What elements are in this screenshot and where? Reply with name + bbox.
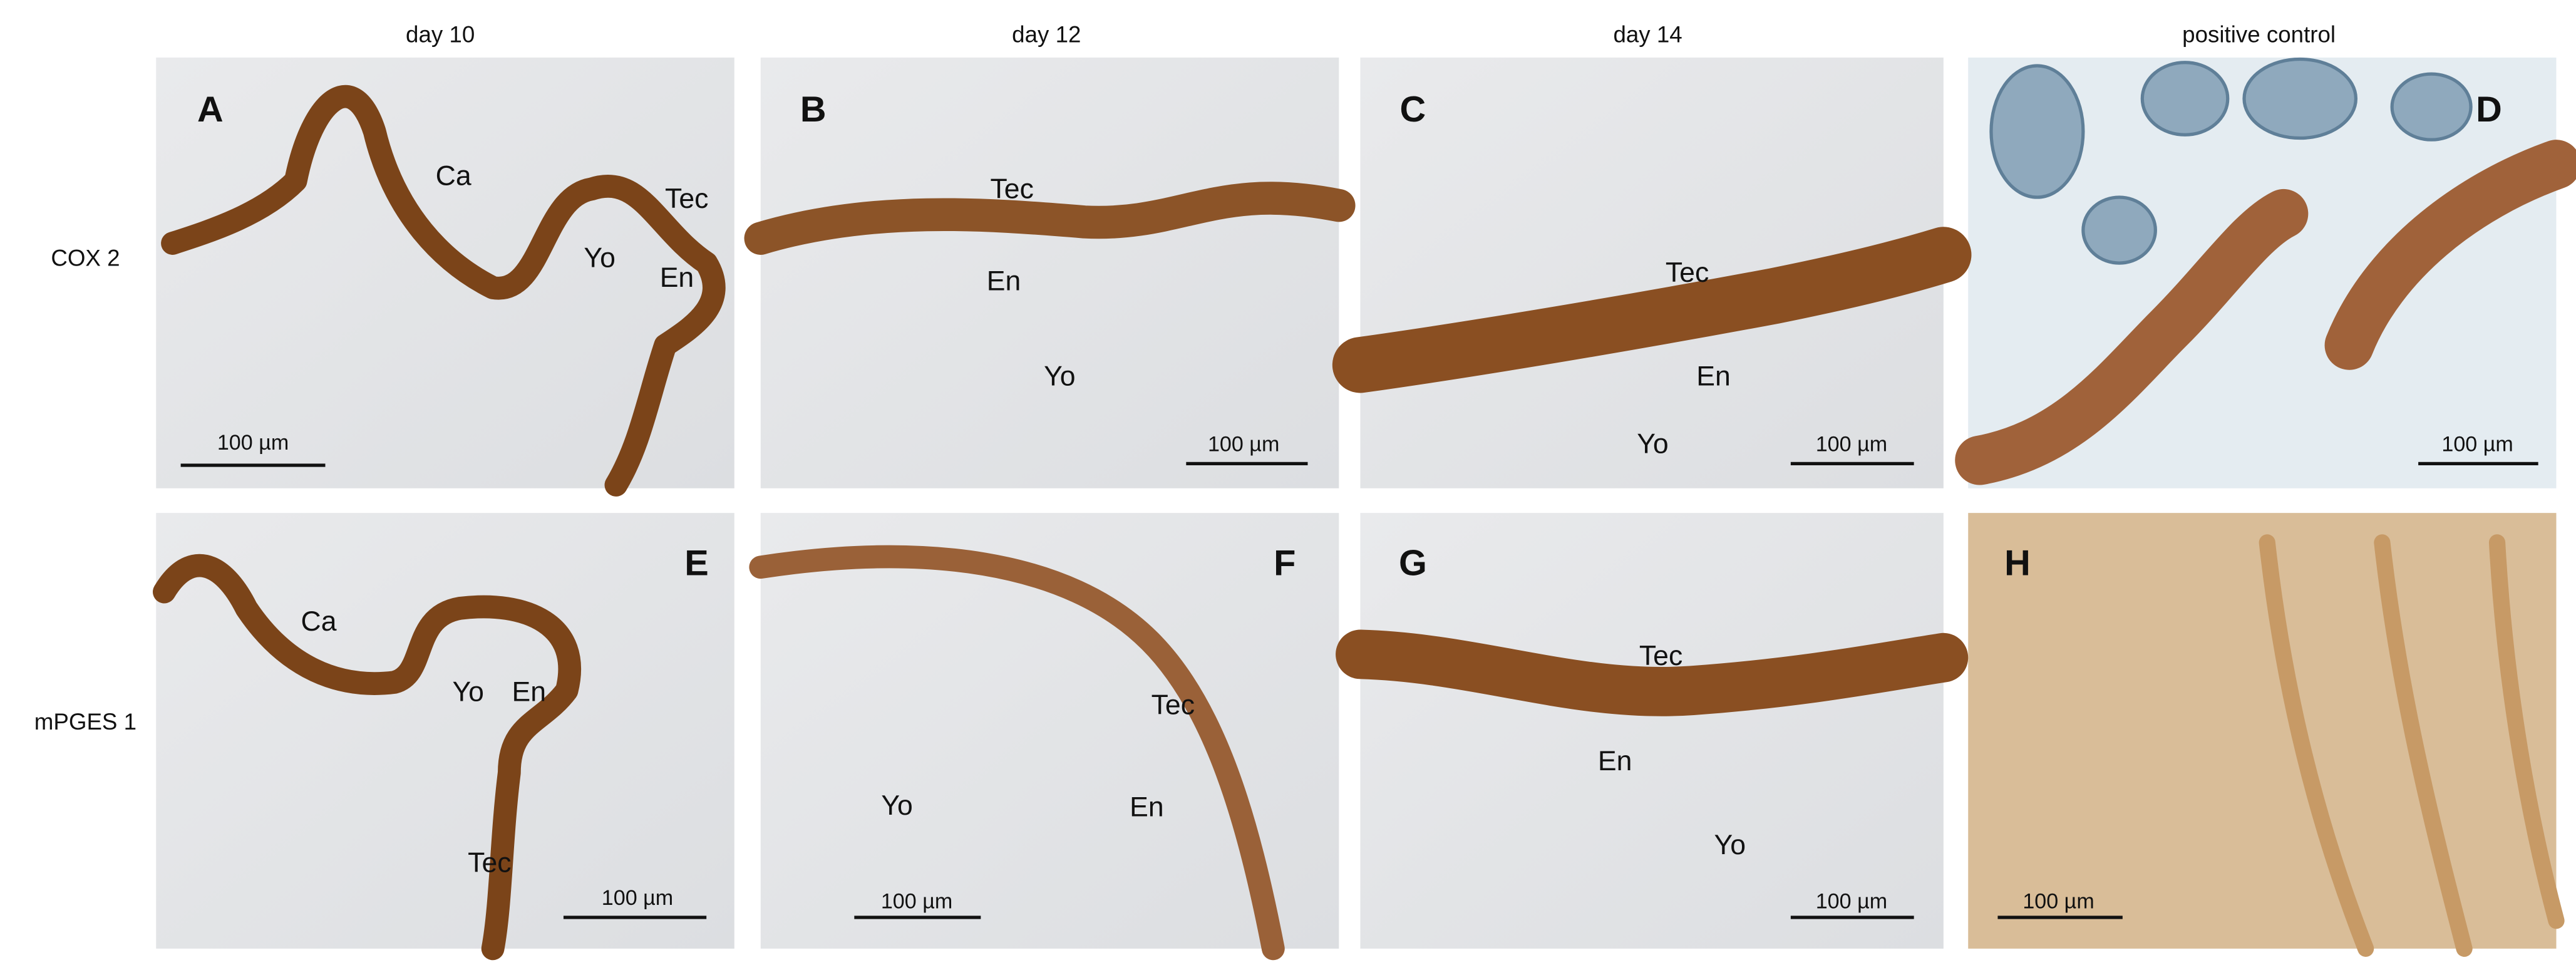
column-header: day 12 xyxy=(1012,21,1081,47)
tissue-a xyxy=(161,85,726,497)
column-header: day 10 xyxy=(406,21,475,47)
panel-letter: B xyxy=(800,90,827,130)
tissue-b xyxy=(744,182,1356,255)
scale-bar-label: 100 µm xyxy=(1816,432,1887,456)
tissue-label: En xyxy=(1130,792,1164,822)
tissue-label: En xyxy=(660,262,694,293)
scale-bar-label: 100 µm xyxy=(2441,432,2513,456)
tissue-label: Ca xyxy=(301,606,336,637)
labels: day 10 day 12 day 14 positive control COX 2 m… xyxy=(34,21,2538,919)
tissue-label: Yo xyxy=(881,790,912,821)
panel-h xyxy=(1968,513,2557,949)
tissue-c xyxy=(1332,227,1972,393)
tissue-label: En xyxy=(512,677,547,708)
tissue-e xyxy=(153,554,582,961)
panel-letter: D xyxy=(2476,90,2502,130)
panel-e xyxy=(156,513,734,949)
scale-bar-label: 100 µm xyxy=(881,889,952,913)
tissue-d xyxy=(1955,140,2576,485)
panel-b xyxy=(760,57,1339,488)
tissue-label: Tec xyxy=(468,848,511,879)
scale-bar-label: 100 µm xyxy=(1816,889,1887,913)
tissue-label: Tec xyxy=(991,173,1034,204)
panel-letter: G xyxy=(1399,543,1427,583)
tissue-g xyxy=(1336,629,1969,716)
tissue-f xyxy=(749,545,1285,961)
tissue-label: Yo xyxy=(1637,428,1668,459)
tissue-label: Tec xyxy=(1639,641,1682,671)
panel-letter: H xyxy=(2004,543,2031,583)
row-label: mPGES 1 xyxy=(34,709,137,735)
tissue-label: Tec xyxy=(1151,690,1195,721)
tissue-label: Yo xyxy=(453,677,484,708)
tissue xyxy=(153,57,2576,961)
tissue-h xyxy=(2259,534,2565,957)
scale-bar-label: 100 µm xyxy=(602,886,673,910)
tissue-label: En xyxy=(987,266,1021,296)
tissue-label: Yo xyxy=(584,243,615,274)
tissue-label: En xyxy=(1696,361,1731,392)
scale-bar-label: 100 µm xyxy=(1208,432,1279,456)
row-label: COX 2 xyxy=(51,245,120,271)
tissue-label: Tec xyxy=(1666,257,1709,288)
panel-letter: A xyxy=(197,90,224,130)
glands-d xyxy=(1989,57,2473,265)
column-header: day 14 xyxy=(1613,21,1682,47)
tissue-label: Tec xyxy=(665,183,708,214)
panel-letter: E xyxy=(684,543,709,583)
panel-letter: F xyxy=(1274,543,1296,583)
tissue-label: En xyxy=(1598,746,1632,777)
scale-bar-label: 100 µm xyxy=(217,431,289,455)
panel-g xyxy=(1360,513,1944,949)
panel-letter: C xyxy=(1400,90,1426,130)
tissue-label: Yo xyxy=(1714,830,1746,860)
column-header: positive control xyxy=(2182,21,2336,47)
tissue-label: Yo xyxy=(1044,361,1075,392)
tissue-label: Ca xyxy=(436,160,471,191)
scale-bar-label: 100 µm xyxy=(2022,889,2094,913)
